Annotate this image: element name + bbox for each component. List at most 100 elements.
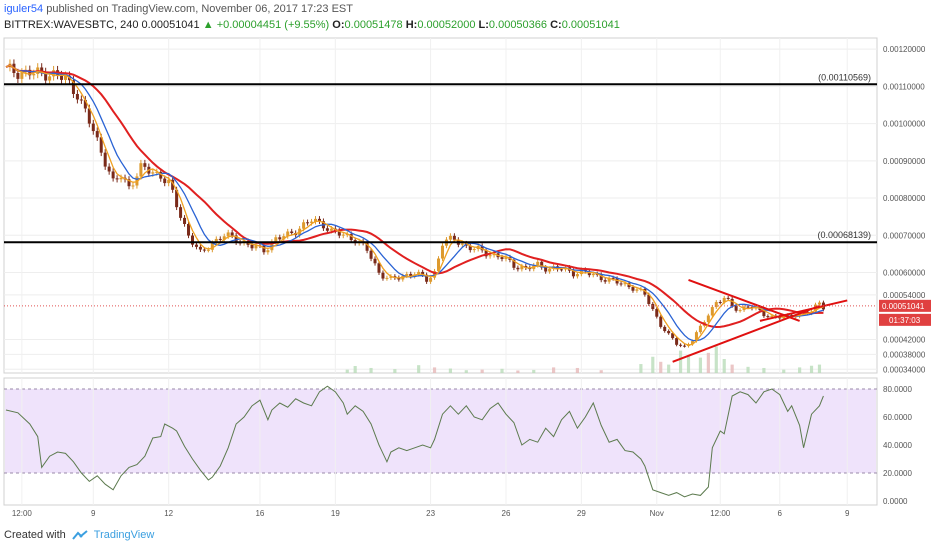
candle-body xyxy=(214,238,218,243)
candle-body xyxy=(234,235,238,243)
candle-body xyxy=(520,266,524,270)
candle-body xyxy=(91,123,95,132)
candle-body xyxy=(437,258,441,272)
candle-body xyxy=(389,276,393,278)
ma-blue-line xyxy=(5,64,824,342)
candle-body xyxy=(460,243,464,245)
volume-bar xyxy=(353,366,357,373)
volume-bar xyxy=(575,367,579,373)
candle-body xyxy=(115,178,119,180)
candle-body xyxy=(762,310,766,317)
candle-body xyxy=(429,277,433,282)
candle-body xyxy=(619,283,623,285)
current-price-tag xyxy=(879,299,931,312)
candle-body xyxy=(44,71,48,81)
price-tick-label: 0.00034000 xyxy=(883,365,926,374)
candle-body xyxy=(635,289,639,291)
candle-body xyxy=(194,244,198,247)
candle-body xyxy=(484,250,488,257)
candle-body xyxy=(302,222,306,229)
candle-body xyxy=(163,178,167,184)
candle-body xyxy=(540,261,544,268)
candle-body xyxy=(377,263,381,273)
candle-body xyxy=(171,179,175,190)
candle-body xyxy=(544,267,548,272)
candle-body xyxy=(726,297,730,299)
price-tick-label: 0.00060000 xyxy=(883,269,926,278)
candle-body xyxy=(278,237,282,240)
candle-body xyxy=(679,344,683,346)
ma-orange-line xyxy=(5,64,824,346)
trendline xyxy=(672,305,820,363)
footer: Created with TradingView xyxy=(4,529,154,541)
candle-body xyxy=(143,163,147,167)
candle-body xyxy=(417,271,421,275)
open-value: 0.00051478 xyxy=(344,19,403,31)
candle-body xyxy=(560,269,564,271)
candle-body xyxy=(746,306,750,308)
rsi-tick-label: 40.0000 xyxy=(883,441,912,450)
x-tick-label: 12 xyxy=(164,509,173,518)
tradingview-logo-icon xyxy=(71,530,88,540)
candle-body xyxy=(266,250,270,253)
price-tick-label: 0.00100000 xyxy=(883,120,926,129)
candle-body xyxy=(516,267,520,270)
candle-body xyxy=(472,249,476,251)
low-value: 0.00050366 xyxy=(488,19,548,31)
candle-body xyxy=(218,238,222,240)
volume-bar xyxy=(714,346,718,373)
candle-body xyxy=(83,99,87,109)
candle-body xyxy=(722,297,726,303)
volume-bar xyxy=(746,366,750,373)
candle-body xyxy=(603,280,607,282)
candle-body xyxy=(198,246,202,250)
candle-body xyxy=(222,236,226,240)
candle-body xyxy=(631,287,635,291)
candle-body xyxy=(131,185,135,187)
candle-body xyxy=(675,338,679,345)
candle-body xyxy=(770,315,774,318)
price-tick-label: 0.00080000 xyxy=(883,194,926,203)
x-tick-label: 12:00 xyxy=(710,509,731,518)
candle-body xyxy=(706,315,710,323)
publisher-link[interactable]: iguler54 xyxy=(4,3,44,15)
ma-red-line xyxy=(5,64,824,328)
candle-body xyxy=(107,166,111,172)
candle-body xyxy=(48,76,52,81)
candle-body xyxy=(575,274,579,277)
candle-body xyxy=(365,242,369,251)
candle-body xyxy=(405,273,409,276)
volume-bar xyxy=(552,367,556,373)
candle-body xyxy=(409,273,413,277)
candle-body xyxy=(187,223,191,236)
candle-body xyxy=(71,80,75,94)
candle-body xyxy=(440,245,444,259)
current-price-text: 0.00051041 xyxy=(882,302,925,311)
candle-body xyxy=(349,234,353,241)
x-tick-label: 16 xyxy=(255,509,264,518)
candle-body xyxy=(500,257,504,260)
candle-body xyxy=(40,67,44,72)
candle-body xyxy=(159,171,163,179)
x-tick-label: 23 xyxy=(426,509,435,518)
candle-body xyxy=(659,316,663,327)
level-label: (0.00110569) xyxy=(818,72,871,82)
candle-body xyxy=(817,302,821,305)
candle-body xyxy=(433,271,437,278)
candle-body xyxy=(643,288,647,295)
volume-bar xyxy=(730,364,734,373)
volume-bar xyxy=(782,369,786,373)
candle-body xyxy=(32,73,36,76)
candle-body xyxy=(571,270,575,277)
candle-body xyxy=(766,316,770,318)
tradingview-brand-link[interactable]: TradingView xyxy=(93,529,155,541)
candle-body xyxy=(548,268,552,272)
volume-bar xyxy=(599,370,603,373)
candle-body xyxy=(452,235,456,240)
candle-body xyxy=(341,234,345,236)
candle-body xyxy=(671,333,675,339)
candle-body xyxy=(425,274,429,282)
candle-body xyxy=(381,272,385,279)
candle-body xyxy=(60,75,64,80)
